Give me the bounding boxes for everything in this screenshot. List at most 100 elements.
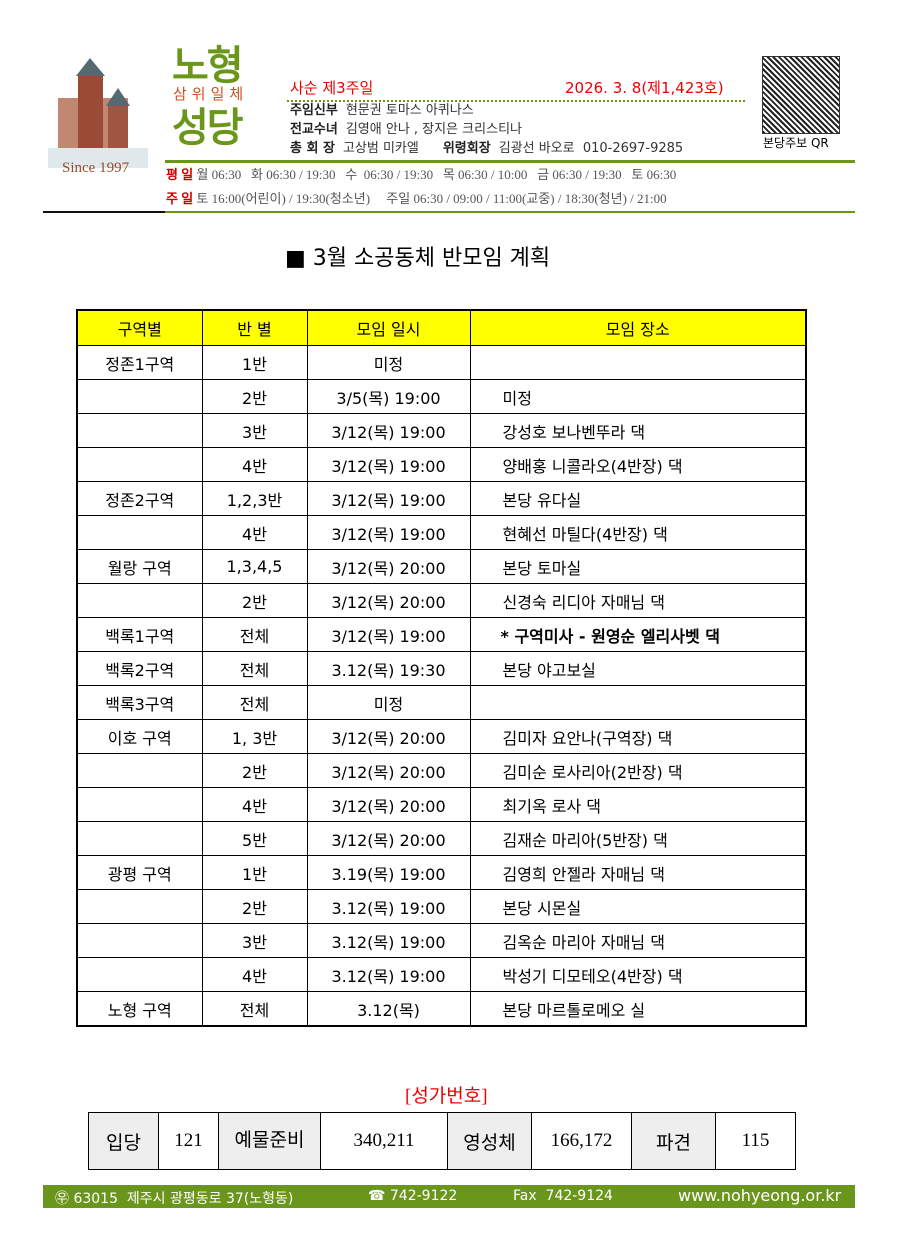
district-cell xyxy=(76,821,203,856)
district-cell: 이호 구역 xyxy=(76,719,203,754)
group-cell: 4반 xyxy=(201,787,308,822)
meeting-time-cell: 3/12(목) 19:00 xyxy=(306,515,471,550)
meeting-time-cell: 3/12(목) 20:00 xyxy=(306,549,471,584)
meeting-place-cell: 최기옥 로사 댁 xyxy=(469,787,807,822)
meeting-place-cell: 김영희 안젤라 자매님 댁 xyxy=(469,855,807,890)
meeting-time-cell: 3/12(목) 20:00 xyxy=(306,753,471,788)
table-row: 4반 3/12(목) 19:00 현혜선 마틸다(4반장) 댁 xyxy=(76,515,807,550)
group-cell: 4반 xyxy=(201,957,308,992)
hymn-number: 121 xyxy=(158,1112,219,1170)
district-cell xyxy=(76,889,203,924)
hymn-label: 입당 xyxy=(88,1112,159,1170)
meeting-place-cell: 김미순 로사리아(2반장) 댁 xyxy=(469,753,807,788)
group-cell: 3반 xyxy=(201,413,308,448)
meeting-time-cell: 3/12(목) 20:00 xyxy=(306,583,471,618)
meeting-place-cell: 본당 시몬실 xyxy=(469,889,807,924)
district-cell xyxy=(76,515,203,550)
district-cell xyxy=(76,379,203,414)
meeting-place-cell: 박성기 디모테오(4반장) 댁 xyxy=(469,957,807,992)
meeting-time-cell: 미정 xyxy=(306,345,471,380)
logo-bottom: 성당 xyxy=(172,105,244,151)
district-cell: 백록3구역 xyxy=(76,685,203,720)
meeting-place-cell: * 구역미사 - 원영순 엘리사벳 댁 xyxy=(469,617,807,652)
district-cell: 정존1구역 xyxy=(76,345,203,380)
meeting-place-cell: 현혜선 마틸다(4반장) 댁 xyxy=(469,515,807,550)
table-row: 3반 3/12(목) 19:00 강성호 보나벤뚜라 댁 xyxy=(76,413,807,448)
hymn-numbers-title: [성가번호] xyxy=(405,1086,488,1107)
meeting-time-cell: 3.12(목) 19:30 xyxy=(306,651,471,686)
meeting-time-cell: 3.12(목) xyxy=(306,991,471,1027)
table-row: 5반 3/12(목) 20:00 김재순 마리아(5반장) 댁 xyxy=(76,821,807,856)
meeting-place-cell: 본당 토마실 xyxy=(469,549,807,584)
meeting-place-cell: 미정 xyxy=(469,379,807,414)
meeting-place-cell: 김옥순 마리아 자매님 댁 xyxy=(469,923,807,958)
group-cell: 2반 xyxy=(201,379,308,414)
sunday-mass-times: 주 일 토 16:00(어린이) / 19:30(청소년) 주일 06:30 /… xyxy=(166,191,667,206)
district-cell xyxy=(76,957,203,992)
footer-address: ㉾ 63015 제주시 광평동로 37(노형동) xyxy=(55,1191,294,1207)
meeting-time-cell: 3/12(목) 20:00 xyxy=(306,787,471,822)
page-title: ■ 3월 소공동체 반모임 계획 xyxy=(285,246,551,271)
table-row: 백록2구역 전체 3.12(목) 19:30 본당 야고보실 xyxy=(76,651,807,686)
table-row: 2반 3/12(목) 20:00 김미순 로사리아(2반장) 댁 xyxy=(76,753,807,788)
green-bottom-divider xyxy=(165,211,855,213)
table-row: 2반 3/5(목) 19:00 미정 xyxy=(76,379,807,414)
meeting-time-cell: 3/12(목) 19:00 xyxy=(306,481,471,516)
meeting-time-cell: 3.12(목) 19:00 xyxy=(306,923,471,958)
table-row: 2반 3/12(목) 20:00 신경숙 리디아 자매님 댁 xyxy=(76,583,807,618)
hymn-label: 예물준비 xyxy=(218,1112,321,1170)
meeting-time-cell: 3/12(목) 19:00 xyxy=(306,617,471,652)
group-cell: 3반 xyxy=(201,923,308,958)
qr-code[interactable] xyxy=(762,56,840,134)
hymn-number: 340,211 xyxy=(320,1112,448,1170)
table-row: 4반 3/12(목) 19:00 양배홍 니콜라오(4반장) 댁 xyxy=(76,447,807,482)
footer-website[interactable]: www.nohyeong.or.kr xyxy=(678,1186,842,1205)
meeting-place-cell xyxy=(469,345,807,380)
district-cell: 월랑 구역 xyxy=(76,549,203,584)
district-cell xyxy=(76,447,203,482)
meeting-place-cell: 신경숙 리디아 자매님 댁 xyxy=(469,583,807,618)
group-cell: 전체 xyxy=(201,651,308,686)
liturgical-sunday: 사순 제3주일 xyxy=(290,79,374,97)
meeting-time-cell: 3/5(목) 19:00 xyxy=(306,379,471,414)
district-cell: 백록1구역 xyxy=(76,617,203,652)
table-row: 백록1구역 전체 3/12(목) 19:00 * 구역미사 - 원영순 엘리사벳 댁 xyxy=(76,617,807,652)
table-row: 백록3구역 전체 미정 xyxy=(76,685,807,720)
black-divider xyxy=(43,211,165,213)
logo-top: 노형 xyxy=(172,43,244,89)
meeting-time-cell: 3/12(목) 20:00 xyxy=(306,821,471,856)
meeting-place-cell: 김미자 요안나(구역장) 댁 xyxy=(469,719,807,754)
meeting-time-cell: 3.19(목) 19:00 xyxy=(306,855,471,890)
hymn-number: 115 xyxy=(715,1112,796,1170)
meeting-time-cell: 3.12(목) 19:00 xyxy=(306,957,471,992)
meeting-time-cell: 3.12(목) 19:00 xyxy=(306,889,471,924)
group-cell: 1,2,3반 xyxy=(201,481,308,516)
dotted-divider xyxy=(287,100,745,102)
hymn-label: 파견 xyxy=(631,1112,716,1170)
district-cell xyxy=(76,787,203,822)
column-header: 모임 일시 xyxy=(306,309,471,346)
district-cell: 백록2구역 xyxy=(76,651,203,686)
district-cell xyxy=(76,923,203,958)
group-cell: 4반 xyxy=(201,447,308,482)
group-cell: 전체 xyxy=(201,617,308,652)
green-divider xyxy=(165,160,855,163)
meeting-place-cell: 본당 마르톨로메오 실 xyxy=(469,991,807,1027)
district-cell xyxy=(76,413,203,448)
table-row: 2반 3.12(목) 19:00 본당 시몬실 xyxy=(76,889,807,924)
table-row: 광평 구역 1반 3.19(목) 19:00 김영희 안젤라 자매님 댁 xyxy=(76,855,807,890)
staff-president: 총 회 장 고상범 미카엘 위령회장 김광선 바오로 010-2697-9285 xyxy=(290,141,684,156)
table-row: 이호 구역 1, 3반 3/12(목) 20:00 김미자 요안나(구역장) 댁 xyxy=(76,719,807,754)
meeting-place-cell: 양배홍 니콜라오(4반장) 댁 xyxy=(469,447,807,482)
group-cell: 2반 xyxy=(201,889,308,924)
district-cell xyxy=(76,753,203,788)
group-cell: 2반 xyxy=(201,753,308,788)
qr-label: 본당주보 QR xyxy=(763,136,829,150)
footer-fax: Fax 742-9124 xyxy=(513,1188,613,1204)
group-cell: 2반 xyxy=(201,583,308,618)
footer-bar: ㉾ 63015 제주시 광평동로 37(노형동) ☎ 742-9122 Fax … xyxy=(43,1185,855,1208)
table-row: 4반 3.12(목) 19:00 박성기 디모테오(4반장) 댁 xyxy=(76,957,807,992)
group-cell: 1, 3반 xyxy=(201,719,308,754)
meeting-time-cell: 3/12(목) 19:00 xyxy=(306,447,471,482)
meeting-place-cell: 김재순 마리아(5반장) 댁 xyxy=(469,821,807,856)
